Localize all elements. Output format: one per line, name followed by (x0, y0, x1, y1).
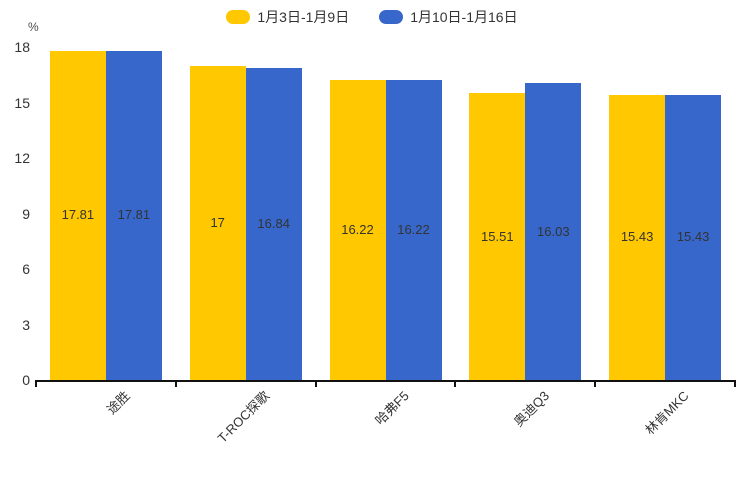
legend-item-label: 1月3日-1月9日 (257, 9, 350, 25)
legend-item-series-2[interactable]: 1月10日-1月16日 (379, 9, 518, 25)
bar-value-label: 16.84 (257, 216, 290, 232)
x-axis-tick (314, 380, 317, 387)
y-axis-tick-label: 18 (14, 39, 30, 55)
bar-value-label: 16.22 (397, 221, 430, 237)
bar-week2-3: 16.22 (385, 79, 442, 380)
legend-item-series-1[interactable]: 1月3日-1月9日 (226, 10, 349, 24)
bar-week1-1: 17.81 (49, 50, 106, 380)
x-axis-category-label: T-ROC探歌 (214, 388, 273, 446)
x-axis-line (36, 380, 735, 382)
bar-week1-2: 17 (189, 65, 246, 380)
x-axis-category-label: 途胜 (103, 388, 133, 418)
x-axis-category-label: 奥迪Q3 (510, 388, 553, 430)
bar-value-label: 17.81 (117, 207, 151, 223)
x-axis-tick (174, 380, 177, 387)
legend-swatch-icon (379, 10, 404, 24)
bar-value-label: 17.81 (61, 207, 95, 223)
x-axis-tick (734, 380, 736, 387)
y-axis-tick-label: 12 (14, 150, 30, 166)
legend: 1月3日-1月9日 1月10日-1月16日 (0, 6, 744, 28)
bar-week1-3: 16.22 (329, 79, 386, 380)
x-axis-tick (35, 380, 37, 387)
y-axis-tick-label: 3 (22, 316, 30, 333)
bar-week2-5: 15.43 (665, 94, 722, 380)
bar-week1-5: 15.43 (609, 94, 666, 380)
bar-value-label: 16.03 (537, 223, 570, 239)
y-axis-tick-label: 15 (14, 94, 30, 111)
bar-value-label: 16.22 (341, 221, 374, 237)
x-axis-category-label: 哈弗F5 (372, 388, 413, 428)
x-axis-tick (454, 380, 457, 387)
bar-value-label: 15.43 (676, 229, 710, 245)
x-axis-tick (594, 380, 597, 387)
bar-week2-1: 17.81 (105, 50, 162, 380)
y-axis-tick-label: 0 (22, 372, 30, 388)
bar-week2-2: 16.84 (245, 68, 302, 380)
y-axis-unit-label: % (28, 20, 39, 34)
legend-item-label: 1月10日-1月16日 (410, 9, 518, 25)
bar-value-label: 17 (210, 214, 225, 230)
bar-week1-4: 15.51 (469, 93, 526, 380)
legend-swatch-icon (226, 10, 251, 24)
y-axis-tick-label: 9 (22, 205, 30, 222)
x-axis-category-label: 林肯MKC (642, 388, 692, 438)
bar-value-label: 15.43 (620, 229, 654, 245)
bar-value-label: 15.51 (481, 228, 514, 244)
y-axis-tick-label: 6 (22, 261, 30, 277)
bar-week2-4: 16.03 (525, 83, 582, 380)
